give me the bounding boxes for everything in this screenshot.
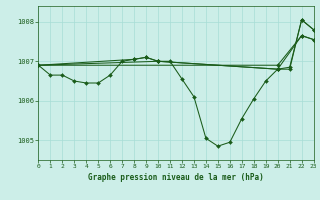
X-axis label: Graphe pression niveau de la mer (hPa): Graphe pression niveau de la mer (hPa)	[88, 173, 264, 182]
